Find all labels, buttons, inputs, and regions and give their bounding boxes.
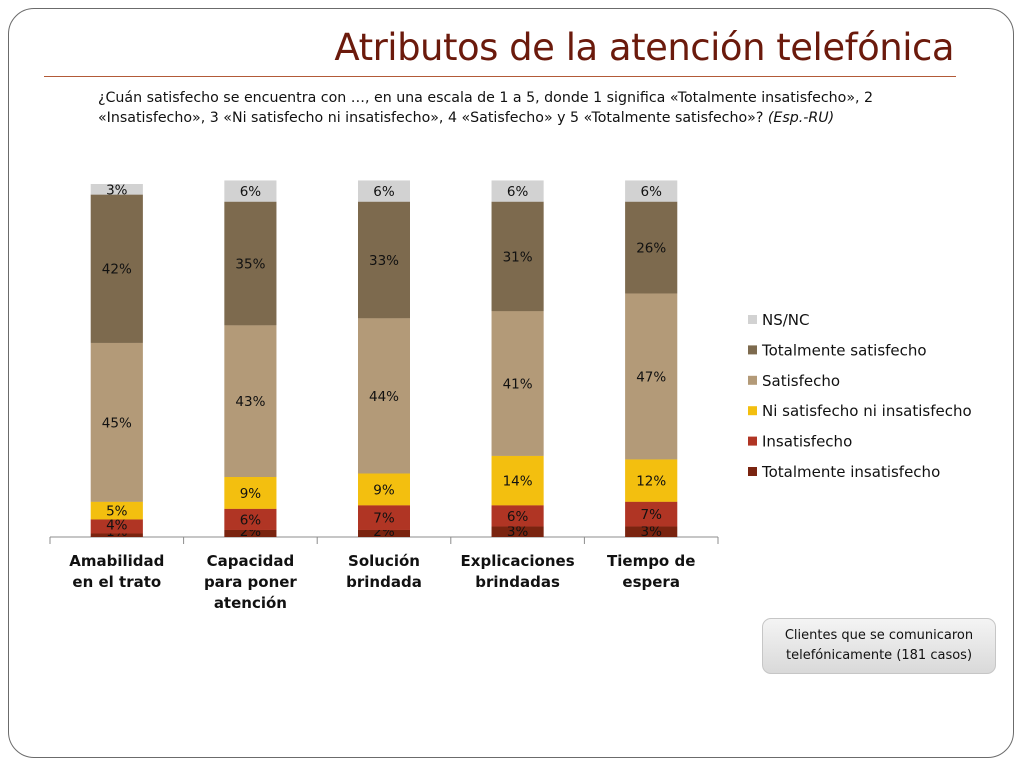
- bar-segment-shade: [491, 201, 544, 312]
- data-label: 3%: [507, 524, 529, 540]
- bar-segment-shade: [625, 501, 678, 527]
- data-label: 44%: [369, 389, 399, 405]
- bar-segment-shade: [358, 529, 410, 537]
- legend-label: Insatisfecho: [762, 433, 852, 451]
- data-label: 31%: [503, 249, 533, 265]
- question-text: ¿Cuán satisfecho se encuentra con …, en …: [98, 90, 874, 126]
- data-label: 6%: [240, 512, 262, 528]
- data-label: 35%: [235, 256, 265, 272]
- data-label: 33%: [369, 253, 399, 269]
- legend-swatch: [748, 315, 757, 324]
- x-tick-label: Explicaciones: [461, 552, 575, 570]
- x-tick-label: Amabilidad: [69, 552, 164, 570]
- legend-swatch: [748, 345, 757, 355]
- legend-label: Ni satisfecho ni insatisfecho: [762, 402, 972, 420]
- x-tick-label: para poner: [204, 573, 297, 591]
- data-label: 41%: [503, 376, 533, 392]
- bar-segment-shade: [358, 505, 410, 530]
- data-label: 45%: [102, 415, 132, 431]
- bar-segment-shade: [90, 519, 143, 534]
- data-label: 26%: [636, 241, 666, 257]
- data-label: 43%: [235, 394, 265, 410]
- data-label: 12%: [636, 474, 666, 490]
- bar-segment-shade: [625, 293, 678, 460]
- bar-segment-shade: [90, 501, 143, 520]
- x-tick-label: Tiempo de: [607, 552, 695, 570]
- legend-swatch: [748, 467, 757, 476]
- bar-segment-shade: [491, 311, 544, 456]
- x-tick-label: brindada: [346, 573, 422, 591]
- bar-segment-shade: [90, 184, 143, 195]
- bar-segment-shade: [491, 505, 544, 527]
- x-tick-label: Capacidad: [207, 552, 295, 570]
- data-label: 6%: [373, 184, 395, 200]
- bar-segment-shade: [358, 318, 410, 474]
- bar-segment-shade: [358, 180, 410, 202]
- legend-label: Totalmente satisfecho: [761, 341, 927, 359]
- data-label: 9%: [240, 486, 262, 502]
- bar-segment-shade: [625, 459, 678, 502]
- bar-segment-shade: [491, 180, 544, 202]
- question-tag: (Esp.-RU): [767, 110, 835, 126]
- sample-note: Clientes que se comunicaron telefónicame…: [762, 618, 996, 674]
- data-label: 42%: [102, 262, 132, 278]
- data-label: 7%: [640, 507, 662, 523]
- data-label: 47%: [636, 369, 666, 385]
- bar-segment-shade: [224, 201, 277, 326]
- bar-segment-shade: [625, 201, 678, 294]
- legend-label: Totalmente insatisfecho: [761, 463, 940, 481]
- legend-swatch: [748, 375, 757, 385]
- bar-segment-shade: [224, 529, 277, 537]
- bar-segment-shade: [90, 194, 143, 343]
- bar-segment-shade: [224, 180, 277, 202]
- bar-segment-shade: [625, 180, 678, 202]
- bar-segment-shade: [491, 455, 544, 506]
- bar-segment-shade: [224, 476, 277, 509]
- x-tick-label: Solución: [348, 552, 420, 570]
- bar-segment-shade: [358, 473, 410, 506]
- legend-label: Satisfecho: [762, 372, 840, 390]
- data-label: 6%: [507, 509, 529, 525]
- bar-segment-shade: [358, 201, 410, 319]
- x-tick-label: en el trato: [72, 573, 161, 591]
- data-label: 14%: [503, 474, 533, 490]
- data-label: 6%: [240, 184, 262, 200]
- data-label: 9%: [373, 482, 395, 498]
- slide-frame: [8, 8, 1014, 758]
- x-tick-label: espera: [622, 573, 680, 591]
- x-tick-label: atención: [214, 594, 287, 612]
- page-title: Atributos de la atención telefónica: [334, 26, 954, 69]
- data-label: 3%: [106, 182, 128, 198]
- bar-segment-shade: [625, 526, 678, 537]
- survey-question: ¿Cuán satisfecho se encuentra con …, en …: [98, 88, 978, 128]
- bar-segment-shade: [224, 508, 277, 530]
- bar-segment-shade: [90, 342, 143, 502]
- data-label: 7%: [373, 511, 395, 527]
- data-label: 6%: [640, 184, 662, 200]
- legend-label: NS/NC: [762, 311, 810, 329]
- legend-swatch: [748, 436, 757, 446]
- data-label: 6%: [507, 184, 529, 200]
- data-label: 3%: [640, 524, 662, 540]
- x-tick-label: brindadas: [475, 573, 560, 591]
- bar-segment-shade: [90, 533, 143, 537]
- legend-swatch: [748, 406, 757, 416]
- data-label: 5%: [106, 504, 128, 520]
- bar-segment-shade: [224, 325, 277, 477]
- title-divider: [44, 76, 956, 77]
- bar-segment-shade: [491, 526, 544, 537]
- data-label: 4%: [106, 517, 128, 533]
